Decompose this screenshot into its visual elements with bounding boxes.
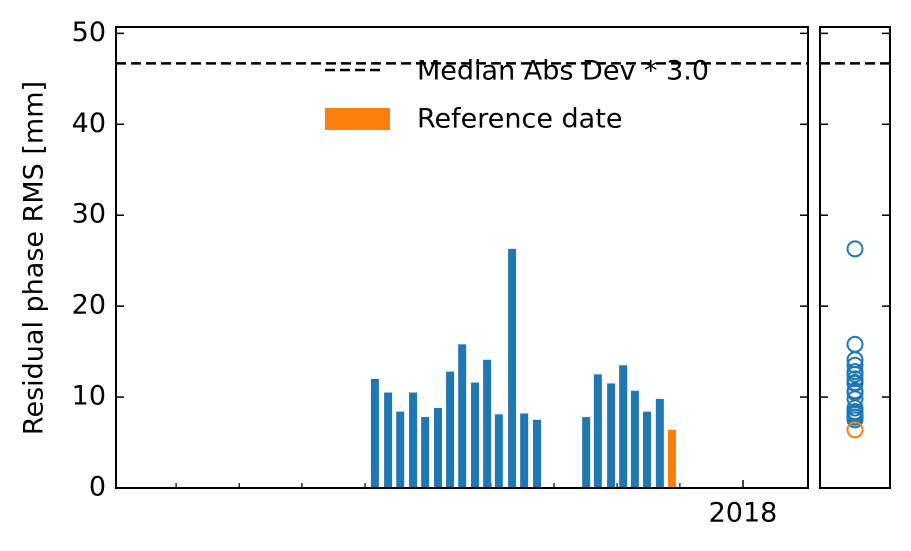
x-tick-label: 2018: [709, 498, 778, 529]
bar: [607, 383, 616, 488]
bar: [655, 398, 664, 488]
bar: [483, 359, 492, 488]
marginal-point: [846, 240, 864, 258]
marginal-point: [846, 403, 864, 421]
y-tick-label: 20: [72, 290, 106, 321]
bar: [384, 392, 393, 488]
bar: [434, 407, 443, 488]
marginal-point: [846, 390, 864, 408]
bar: [421, 417, 430, 488]
bar: [370, 378, 379, 488]
marginal-point: [846, 356, 864, 374]
bar: [630, 390, 639, 488]
bar: [520, 413, 529, 488]
y-tick-label: 40: [72, 108, 106, 139]
bar: [582, 417, 591, 488]
bar: [458, 344, 467, 488]
y-tick-label: 10: [72, 381, 106, 412]
bar: [494, 414, 503, 488]
bar: [667, 429, 676, 488]
marginal-point: [846, 335, 864, 353]
y-tick-label: 50: [72, 17, 106, 48]
legend-label: Reference date: [417, 104, 622, 135]
y-tick-label: 0: [89, 472, 106, 503]
y-axis-label: Residual phase RMS [mm]: [19, 81, 50, 435]
bar: [409, 392, 418, 488]
marginal-point: [846, 382, 864, 400]
marginal-point: [846, 421, 864, 439]
bar: [508, 248, 517, 488]
plot-frame: [115, 26, 809, 489]
bar: [446, 371, 455, 488]
legend-label: Median Abs Dev * 3.0: [417, 56, 709, 87]
bar: [533, 419, 542, 488]
y-tick-label: 30: [72, 199, 106, 230]
bar: [396, 411, 405, 488]
bar: [642, 411, 651, 488]
bar: [471, 382, 480, 488]
bar: [593, 374, 602, 488]
marginal-frame: [819, 26, 891, 489]
marginal-point: [846, 408, 864, 426]
bar: [619, 365, 628, 488]
legend-swatch: [325, 108, 390, 130]
marginal-point: [846, 365, 864, 383]
